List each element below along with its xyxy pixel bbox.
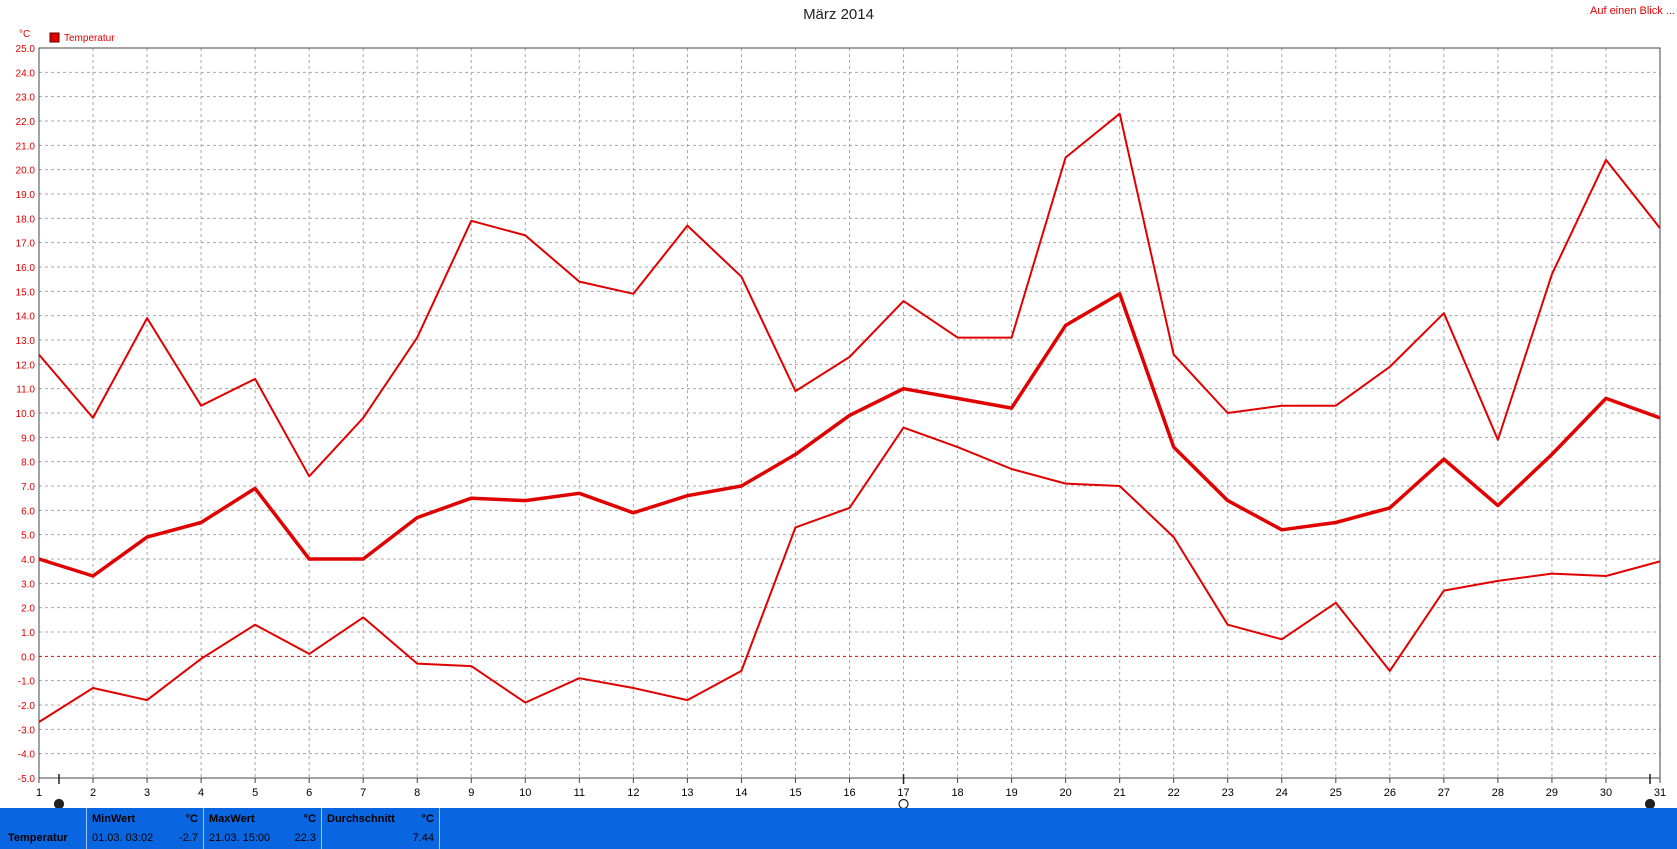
- x-tick-label: 29: [1546, 787, 1558, 799]
- legend-swatch: [49, 32, 60, 43]
- y-tick-label: 0.0: [21, 652, 35, 663]
- x-tick-label: 24: [1276, 787, 1288, 799]
- x-tick-label: 6: [306, 787, 312, 799]
- y-tick-label: 8.0: [21, 458, 35, 469]
- temperature-chart: 25.024.023.022.021.020.019.018.017.016.0…: [16, 29, 1666, 808]
- x-tick-label: 23: [1222, 787, 1234, 799]
- stats-max-unit: °C: [303, 813, 316, 825]
- x-tick-label: 1: [36, 787, 42, 799]
- series-line-avg: [38, 292, 1661, 578]
- y-tick-label: 20.0: [16, 166, 36, 177]
- x-tick-label: 9: [468, 787, 474, 799]
- x-tick-label: 14: [735, 787, 747, 799]
- x-tick-label: 19: [1005, 787, 1017, 799]
- overview-link[interactable]: Auf einen Blick ...: [1590, 5, 1675, 17]
- stats-series-label: Temperatur: [8, 832, 68, 844]
- stats-min-unit: °C: [185, 813, 198, 825]
- x-tick-label: 27: [1438, 787, 1450, 799]
- chart-title: März 2014: [803, 6, 874, 23]
- stats-avg-value: 7.44: [412, 832, 434, 844]
- x-tick-label: 22: [1168, 787, 1180, 799]
- x-tick-label: 18: [951, 787, 963, 799]
- scroll-marker: [1644, 798, 1656, 808]
- x-tick-label: 4: [198, 787, 204, 799]
- y-tick-label: 9.0: [21, 433, 35, 444]
- y-tick-label: 5.0: [21, 531, 35, 542]
- x-tick-label: 8: [414, 787, 420, 799]
- x-tick-label: 25: [1330, 787, 1342, 799]
- y-tick-label: -2.0: [18, 701, 36, 712]
- x-tick-label: 26: [1384, 787, 1396, 799]
- y-tick-label: 11.0: [16, 385, 35, 396]
- y-tick-label: 12.0: [16, 360, 36, 371]
- x-tick-label: 30: [1600, 787, 1612, 799]
- x-tick-label: 2: [90, 787, 96, 799]
- y-tick-label: 25.0: [16, 44, 36, 55]
- x-tick-label: 21: [1114, 787, 1126, 799]
- y-tick-label: 18.0: [16, 214, 36, 225]
- y-tick-label: 13.0: [16, 336, 36, 347]
- y-tick-label: 21.0: [16, 141, 36, 152]
- y-tick-label: 22.0: [16, 117, 36, 128]
- stats-min-label: MinWert: [92, 813, 136, 825]
- y-tick-label: 19.0: [16, 190, 36, 201]
- x-tick-label: 12: [627, 787, 639, 799]
- x-tick-label: 28: [1492, 787, 1504, 799]
- stats-avg-unit: °C: [421, 813, 434, 825]
- x-tick-label: 17: [897, 787, 909, 799]
- y-tick-label: 17.0: [16, 239, 36, 250]
- stats-avg-label: Durchschnitt: [327, 813, 395, 825]
- stats-max-box: MaxWert °C 21.03. 15:00 22.3: [204, 808, 322, 849]
- y-tick-label: 6.0: [21, 506, 35, 517]
- x-tick-label: 7: [360, 787, 366, 799]
- y-tick-label: -5.0: [18, 774, 36, 785]
- x-tick-label: 10: [519, 787, 531, 799]
- x-tick-label: 5: [252, 787, 258, 799]
- series-line-min: [38, 426, 1661, 723]
- legend-label: Temperatur: [64, 33, 115, 44]
- x-tick-label: 31: [1654, 787, 1666, 799]
- stats-bar: Temperatur MinWert °C 01.03. 03:02 -2.7 …: [0, 808, 1677, 849]
- y-tick-label: 10.0: [16, 409, 36, 420]
- x-tick-label: 3: [144, 787, 150, 799]
- y-tick-label: 16.0: [16, 263, 36, 274]
- stats-max-label: MaxWert: [209, 813, 255, 825]
- y-tick-label: 1.0: [21, 628, 35, 639]
- stats-max-value: 22.3: [294, 832, 316, 844]
- y-tick-label: 23.0: [16, 93, 36, 104]
- y-axis-unit: °C: [19, 29, 30, 40]
- stats-min-date: 01.03. 03:02: [92, 832, 154, 844]
- series-line-max: [38, 112, 1661, 478]
- stats-avg-box: Durchschnitt °C 7.44: [322, 808, 440, 849]
- y-tick-label: 24.0: [16, 68, 36, 79]
- stats-series-box: Temperatur: [0, 808, 87, 849]
- x-tick-label: 15: [789, 787, 801, 799]
- stats-min-box: MinWert °C 01.03. 03:02 -2.7: [87, 808, 204, 849]
- x-tick-label: 11: [574, 787, 585, 799]
- y-tick-label: 4.0: [21, 555, 35, 566]
- y-tick-label: 7.0: [21, 482, 35, 493]
- stats-min-value: -2.7: [179, 832, 198, 844]
- x-tick-label: 16: [843, 787, 855, 799]
- y-tick-label: 2.0: [21, 604, 35, 615]
- stats-max-date: 21.03. 15:00: [209, 832, 271, 844]
- y-tick-label: 14.0: [16, 312, 36, 323]
- x-tick-label: 20: [1060, 787, 1072, 799]
- y-tick-label: 15.0: [16, 287, 36, 298]
- y-tick-label: -4.0: [18, 750, 36, 761]
- y-tick-label: -3.0: [18, 725, 36, 736]
- scroll-marker: [53, 798, 65, 808]
- scroll-marker: [898, 798, 909, 808]
- x-tick-label: 13: [681, 787, 693, 799]
- y-tick-label: 3.0: [21, 579, 35, 590]
- y-tick-label: -1.0: [18, 677, 36, 688]
